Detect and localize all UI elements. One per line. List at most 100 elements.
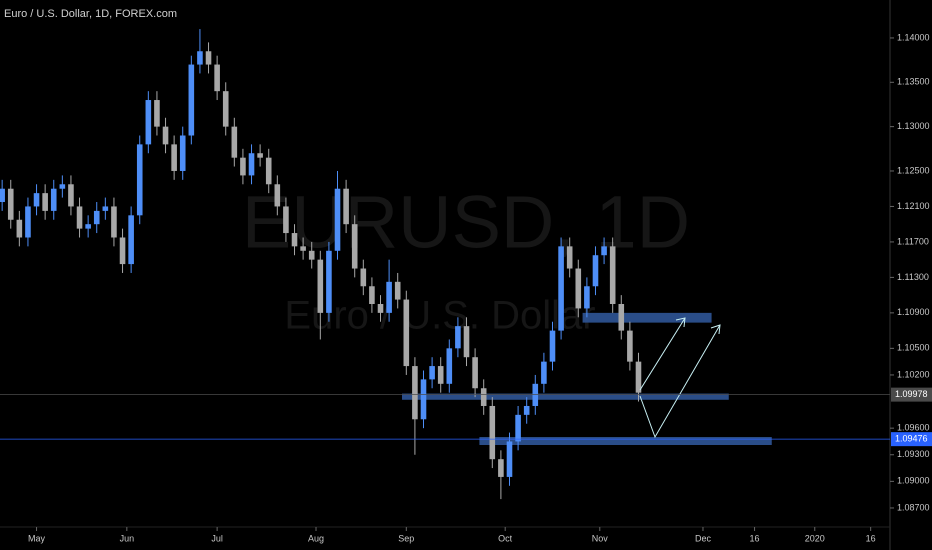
candle-body	[446, 348, 453, 384]
candle-body	[7, 188, 14, 220]
candle-body	[420, 379, 427, 420]
y-tick-label: 1.09000	[897, 476, 930, 486]
candle-body	[59, 184, 66, 189]
candle-body	[601, 246, 607, 256]
y-tick-label: 1.10200	[897, 369, 930, 379]
chart-title: Euro / U.S. Dollar, 1D, FOREX.com	[4, 8, 177, 20]
y-tick-label: 1.09300	[897, 449, 930, 459]
candle-body	[274, 184, 281, 207]
candle-body	[334, 188, 341, 251]
candle-body	[291, 233, 298, 247]
candle-body	[179, 135, 186, 171]
arrow-head	[675, 317, 686, 328]
y-tick-label: 1.11700	[897, 236, 929, 246]
candle-body	[412, 366, 418, 420]
candle-body	[300, 246, 306, 251]
candle-body	[68, 184, 74, 207]
candle-body	[575, 268, 582, 309]
x-tick-label: Dec	[695, 533, 712, 543]
price-label: 1.09978	[895, 389, 928, 399]
y-tick-label: 1.09600	[897, 423, 930, 433]
candle-body	[162, 126, 169, 145]
candle-body	[25, 206, 31, 238]
candle-body	[111, 206, 117, 238]
candle-body	[549, 330, 556, 362]
x-tick-label: May	[28, 533, 46, 543]
candle-body	[558, 246, 564, 331]
candle-body	[265, 157, 272, 185]
arrow	[639, 317, 686, 391]
candle-body	[403, 299, 410, 367]
candle-body	[386, 281, 392, 313]
y-tick-label: 1.13500	[897, 77, 930, 87]
price-zone	[479, 437, 772, 446]
candle-body	[128, 215, 134, 265]
x-tick-label: 16	[750, 533, 760, 543]
x-tick-label: Sep	[398, 533, 414, 543]
candle-body	[472, 357, 478, 389]
candle-body	[437, 366, 444, 384]
y-tick-label: 1.08700	[897, 502, 930, 512]
candle-body	[205, 51, 212, 65]
candle-body	[240, 157, 246, 176]
candle-body	[635, 361, 642, 393]
candle-body	[50, 188, 57, 211]
candle-body	[498, 459, 504, 477]
candle-body	[480, 388, 487, 406]
arrow-head	[710, 324, 721, 335]
candle-body	[119, 237, 126, 265]
y-tick-label: 1.13000	[897, 121, 930, 131]
plot	[0, 29, 772, 500]
candle-body	[188, 64, 195, 136]
candle-body	[592, 255, 599, 287]
candle-body	[222, 91, 229, 127]
candle-body	[93, 210, 100, 225]
candle-body	[463, 326, 470, 358]
y-tick-label: 1.12100	[897, 201, 930, 211]
price-label-box	[891, 432, 932, 447]
projection-arrows	[639, 317, 721, 439]
candle-body	[171, 144, 177, 171]
candle-body	[145, 100, 152, 145]
candle-body	[308, 250, 315, 260]
candle-body	[523, 405, 530, 415]
y-tick-label: 1.10900	[897, 307, 930, 317]
candle-body	[455, 326, 461, 349]
candle-body	[429, 366, 435, 380]
candle-body	[136, 144, 143, 216]
candle-body	[584, 286, 590, 309]
candle-body	[377, 303, 384, 313]
candle-body	[618, 303, 625, 331]
candle-body	[515, 414, 521, 442]
y-tick-label: 1.14000	[897, 32, 930, 42]
x-tick-label: Oct	[498, 533, 513, 543]
candle-body	[566, 246, 573, 269]
candle-body	[283, 206, 289, 234]
candle-body	[197, 51, 203, 65]
watermark-subtitle: Euro / U.S. Dollar	[284, 294, 595, 338]
price-zone	[582, 312, 712, 323]
x-tick-label: Aug	[308, 533, 324, 543]
x-tick-label: Nov	[592, 533, 609, 543]
candle-body	[76, 206, 83, 229]
candle-body	[627, 330, 633, 362]
arrow	[639, 324, 721, 439]
candle-body	[85, 224, 91, 229]
candle-body	[42, 193, 48, 211]
candle-body	[360, 268, 367, 287]
candle-body	[231, 126, 238, 158]
candle-body	[369, 286, 375, 304]
candle-body	[0, 188, 5, 203]
price-label-box	[891, 387, 932, 402]
candle-body	[16, 219, 23, 238]
candle-body	[257, 153, 263, 158]
candle-body	[394, 281, 401, 300]
candle-body	[351, 224, 358, 269]
price-label: 1.09476	[895, 434, 928, 444]
candle-body	[154, 100, 160, 127]
candle-body	[541, 361, 547, 384]
candle-body	[343, 188, 349, 225]
